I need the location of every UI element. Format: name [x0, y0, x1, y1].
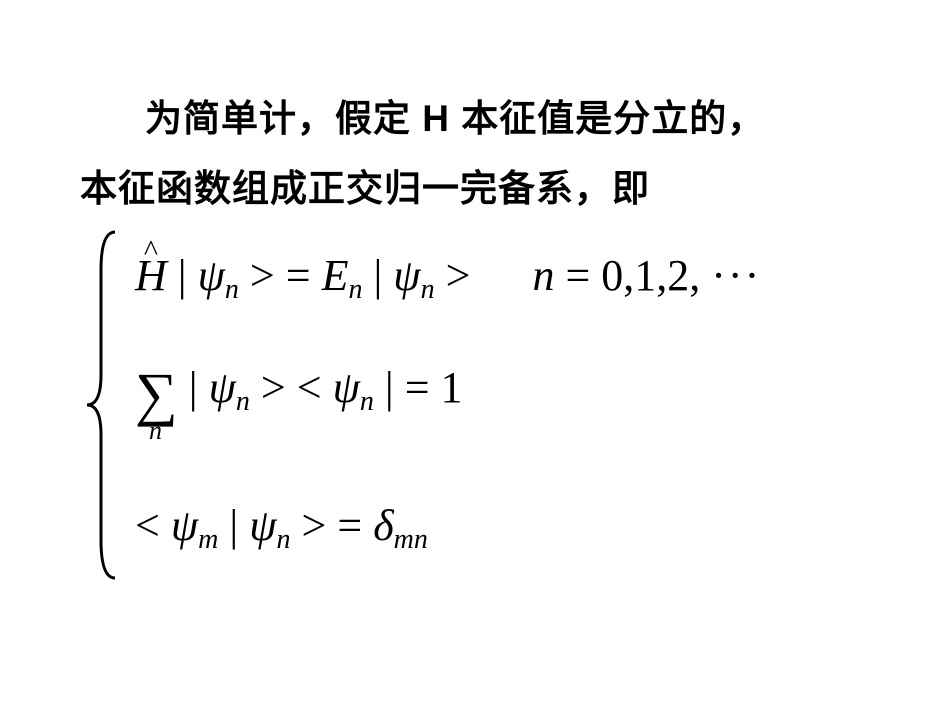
bar-close: |: [385, 363, 394, 412]
eigenvalue-equation: ^ H | ψn > = En | ψn > n = 0,1,2, ···: [135, 250, 761, 306]
psi-symbol: ψ: [393, 251, 420, 300]
psi-symbol: ψ: [333, 363, 360, 412]
delta-symbol: δ: [373, 501, 393, 550]
hat-mark: ^: [144, 234, 158, 268]
ket: >: [302, 501, 327, 550]
slide-content: 为简单计，假定 H 本征值是分立的， 本征函数组成正交归一完备系，即 ^ H |…: [0, 0, 950, 713]
subscript-n: n: [421, 274, 435, 305]
equals: =: [405, 363, 430, 412]
hamiltonian-operator: ^ H: [135, 250, 167, 301]
psi-symbol: ψ: [198, 251, 225, 300]
bar: |: [229, 501, 249, 550]
E-symbol: E: [322, 251, 349, 300]
psi-symbol: ψ: [171, 501, 198, 550]
range-values: 0,1,2,: [601, 251, 700, 300]
subscript-m: m: [198, 524, 218, 555]
subscript-n: n: [225, 274, 239, 305]
ket: >: [261, 363, 286, 412]
left-brace-icon: [85, 230, 125, 580]
equals: =: [565, 251, 590, 300]
bar: |: [189, 363, 209, 412]
subscript-mn: mn: [394, 524, 428, 555]
bra: <: [135, 501, 171, 550]
equals: =: [337, 501, 362, 550]
completeness-equation: ∑ n | ψn > < ψn | = 1: [135, 360, 463, 429]
psi-symbol: ψ: [209, 363, 236, 412]
bar: |: [373, 251, 393, 300]
orthonormality-equation: < ψm | ψn > = δmn: [135, 500, 428, 556]
n-var: n: [532, 251, 554, 300]
one: 1: [441, 363, 463, 412]
ket: >: [250, 251, 275, 300]
bra: <: [297, 363, 333, 412]
equation-system: ^ H | ψn > = En | ψn > n = 0,1,2, ··· ∑ …: [85, 230, 885, 600]
psi-symbol: ψ: [249, 501, 276, 550]
intro-line-1: 为简单计，假定 H 本征值是分立的，: [145, 88, 765, 142]
equals: =: [286, 251, 311, 300]
subscript-n: n: [360, 386, 374, 417]
sum-index-n: n: [149, 416, 162, 446]
ellipsis: ···: [711, 251, 761, 300]
subscript-n: n: [277, 524, 291, 555]
subscript-n: n: [348, 274, 362, 305]
intro-line-2: 本征函数组成正交归一完备系，即: [80, 158, 650, 212]
ket: >: [446, 251, 471, 300]
subscript-n: n: [236, 386, 250, 417]
bar: |: [178, 251, 198, 300]
